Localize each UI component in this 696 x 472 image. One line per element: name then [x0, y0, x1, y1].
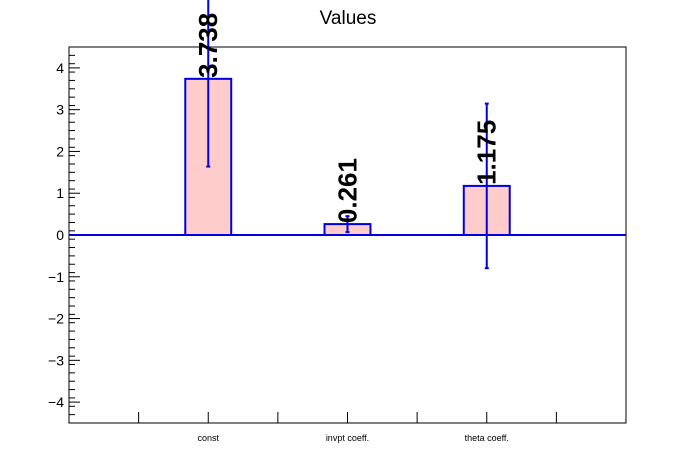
- data-label: 3.738: [193, 13, 223, 78]
- y-tick-label: −1: [48, 269, 64, 285]
- data-label: 1.175: [472, 120, 502, 185]
- chart-title: Values: [320, 8, 377, 29]
- y-tick-label: −3: [48, 352, 64, 368]
- x-tick-label: const: [197, 433, 219, 443]
- y-tick-label: 2: [56, 143, 64, 159]
- x-tick-label: invpt coeff.: [326, 433, 369, 443]
- data-label: 0.261: [333, 158, 363, 223]
- y-tick-label: 1: [56, 185, 64, 201]
- y-tick-label: 3: [56, 102, 64, 118]
- x-tick-label: theta coeff.: [465, 433, 509, 443]
- y-tick-label: 0: [56, 227, 64, 243]
- y-tick-label: −4: [48, 394, 64, 410]
- y-tick-label: 4: [56, 60, 64, 76]
- y-tick-label: −2: [48, 311, 64, 327]
